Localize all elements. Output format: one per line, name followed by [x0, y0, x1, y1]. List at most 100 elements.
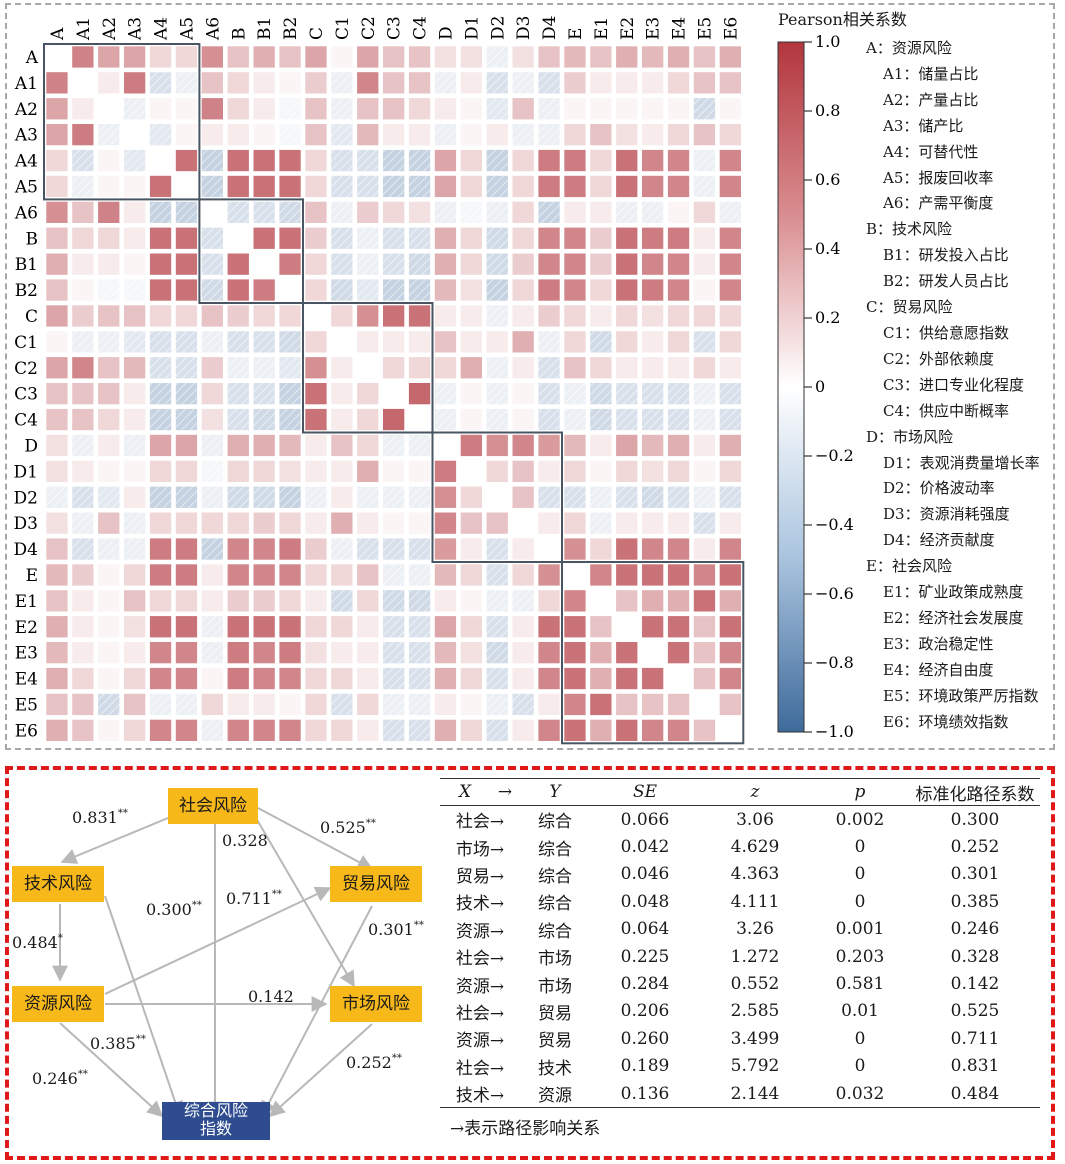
heatmap-cell-D1-D4 [538, 460, 560, 482]
heatmap-cell-D4-E2 [616, 538, 638, 560]
heatmap-cell-A4-D [434, 149, 457, 172]
heatmap-cell-A-C1 [331, 46, 353, 68]
heatmap-cell-D4-A5 [175, 538, 198, 560]
heatmap-cell-E1-D1 [460, 590, 482, 612]
heatmap-cell-E1-A6 [201, 590, 223, 612]
table-row: 社会→ 贸易 0.206 2.585 0.01 0.525 [440, 998, 1040, 1025]
edge-label-market-composite: 0.252** [346, 1053, 402, 1072]
heatmap-cell-A3-C [305, 124, 327, 146]
heatmap-cell-E3-E1 [590, 642, 612, 664]
heatmap-cell-hatch [253, 383, 275, 405]
heatmap-cell-D4-D [434, 538, 457, 560]
heatmap-cell-E4-A1 [72, 667, 94, 690]
heatmap-cell-E3-C1 [331, 642, 353, 664]
table-cell: 4.363 [730, 864, 780, 885]
heatmap-cell-hatch [46, 486, 68, 508]
row-label: C1 [14, 333, 38, 353]
table-cell: 资源 [520, 1079, 590, 1109]
heatmap-cell-D-C1 [331, 434, 353, 457]
heatmap-cell-A2-A1 [72, 98, 94, 120]
heatmap-cell-B-E1 [590, 227, 612, 249]
heatmap-cell-C-C1 [331, 305, 353, 327]
heatmap-cell-D3-A6 [201, 512, 223, 534]
heatmap-cell-C3-D1 [460, 383, 482, 405]
heatmap-cell-hatch [383, 149, 405, 172]
heatmap-cell-B2-E2 [616, 279, 638, 301]
heatmap-cell-E6-C2 [357, 719, 379, 741]
heatmap-cell-B-D3 [512, 227, 534, 249]
heatmap-cell-E2-D [434, 616, 457, 638]
heatmap-cell-E3-E [564, 642, 586, 664]
heatmap-cell-hatch [149, 408, 172, 431]
heatmap-cell-hatch [227, 383, 249, 405]
heatmap-cell-C2-D3 [512, 357, 534, 379]
heatmap-cell-C4-A2 [98, 408, 120, 431]
heatmap-cell-D1-A3 [124, 460, 146, 482]
heatmap-cell-hatch [201, 616, 223, 638]
heatmap-cell-hatch [667, 383, 690, 405]
heatmap-cell-C1-D3 [512, 331, 534, 353]
heatmap-cell-D1-C2 [357, 460, 379, 482]
heatmap-cell-D-B1 [253, 434, 275, 457]
heatmap-cell-hatch [383, 253, 405, 275]
heatmap-cell-E5-C [305, 693, 327, 716]
heatmap-cell-hatch [408, 253, 431, 275]
heatmap-cell-hatch [253, 331, 275, 353]
heatmap-cell-B1-C [305, 253, 327, 275]
column-label: E [566, 28, 586, 40]
heatmap-cell-hatch [149, 693, 172, 716]
heatmap-cell-hatch [175, 72, 198, 94]
table-row: 市场→ 综合 0.042 4.629 0 0.252 [440, 833, 1040, 860]
header-p: p [810, 778, 910, 806]
heatmap-cell-E4-B [227, 667, 249, 690]
edge-label-resource-trade: 0.711** [226, 889, 282, 908]
heatmap-cell-E5-B2 [279, 693, 301, 716]
heatmap-cell-hatch [408, 538, 431, 560]
heatmap-cell-E4-E5 [693, 667, 716, 690]
heatmap-cell-E2-D4 [538, 616, 560, 638]
table-cell: 综合 [538, 921, 572, 942]
group-block-3 [431, 431, 563, 563]
heatmap-cell-D3-E4 [667, 512, 690, 534]
node-social-risk: 社会风险 [168, 788, 258, 824]
table-cell: 0.064 [620, 919, 670, 940]
node-trade-risk: 贸易风险 [330, 866, 422, 902]
legend-line: E：社会风险 [866, 557, 952, 576]
heatmap-cell-C-A6 [201, 305, 223, 327]
heatmap-cell-A-E [564, 46, 586, 68]
node-composite-index: 综合风险 指数 [162, 1102, 270, 1140]
table-cell: 贸易 [538, 1031, 572, 1052]
heatmap-cell-E5-E3 [642, 693, 664, 716]
heatmap-cell-hatch [72, 486, 94, 508]
heatmap-cell-C-A5 [175, 305, 198, 327]
table-cell: 0.525 [950, 1001, 1000, 1022]
heatmap-cell-A2-C4 [408, 98, 431, 120]
heatmap-cell-C2-A6 [201, 357, 223, 379]
heatmap-cell-hatch [253, 486, 275, 508]
heatmap-cell-A5-E [564, 175, 586, 198]
heatmap-cell-E4-B1 [253, 667, 275, 690]
heatmap-cell-C2-D [434, 357, 457, 379]
heatmap-cell-A1-E1 [590, 72, 612, 94]
heatmap-cell-A5-E1 [590, 175, 612, 198]
legend-line: C3：进口专业化程度 [883, 375, 1025, 394]
heatmap-cell-E6-A5 [175, 719, 198, 741]
heatmap-cell-hatch [486, 719, 508, 741]
heatmap-cell-B-A4 [149, 227, 172, 249]
header-x: X [440, 778, 490, 806]
heatmap-cell-E2-C [305, 616, 327, 638]
heatmap-cell-A6-E4 [667, 201, 690, 223]
legend-line: E4：经济自由度 [883, 660, 994, 679]
heatmap-cell-E1-A5 [175, 590, 198, 612]
heatmap-cell-E5-C2 [357, 693, 379, 716]
heatmap-cell-B-E2 [616, 227, 638, 249]
colorbar-tick-label: 0 [815, 377, 825, 396]
heatmap-cell-C-A1 [72, 305, 94, 327]
heatmap-cell-hatch [98, 331, 120, 353]
column-label: D4 [540, 16, 560, 40]
heatmap-cell-D1-B2 [279, 460, 301, 482]
heatmap-cell-C2-C3 [383, 357, 405, 379]
group-block-4 [561, 561, 745, 745]
heatmap-cell-A-E4 [667, 46, 690, 68]
heatmap-cell-D-E2 [616, 434, 638, 457]
